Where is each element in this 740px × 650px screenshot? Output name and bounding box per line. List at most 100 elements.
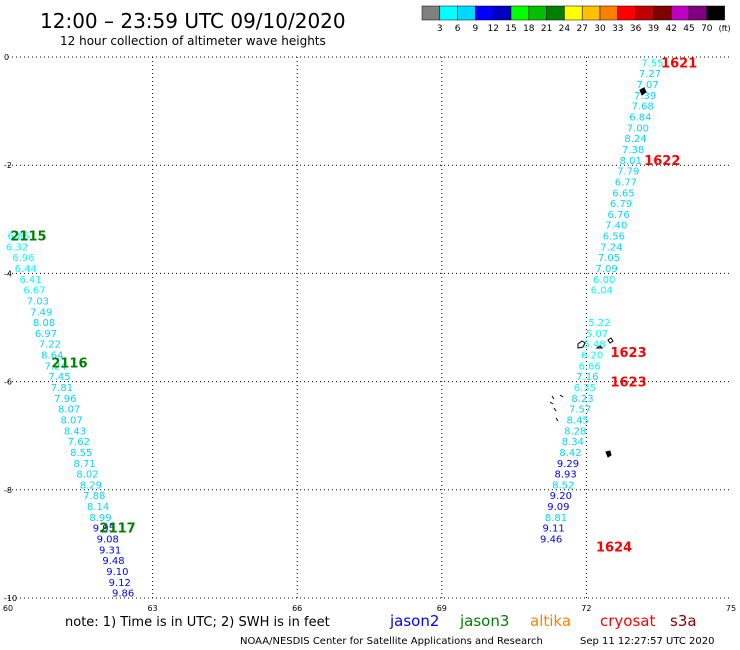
wave-height-value: 9.12: [109, 578, 131, 589]
satellite-legend: jason2 jason3 altika cryosat s3a: [389, 612, 697, 630]
wave-height-value: 7.03: [27, 296, 49, 307]
y-tick-label: 0: [4, 53, 9, 62]
wave-height-value: 6.04: [591, 286, 613, 297]
wave-height-value: 7.16: [576, 372, 598, 383]
scale-swatch: [564, 5, 583, 21]
wave-height-value: 8.08: [33, 318, 55, 329]
island-outline: [577, 340, 586, 349]
wave-height-value: 9.31: [99, 545, 121, 556]
wave-height-value: 8.01: [620, 156, 642, 167]
scale-label: 27: [576, 24, 587, 34]
time-label: 1623: [610, 346, 646, 361]
plot-grid: [8, 56, 731, 599]
wave-height-value: 8.34: [562, 437, 584, 448]
chart-subtitle: 12 hour collection of altimeter wave hei…: [60, 34, 326, 48]
wave-height-value: 8.29: [80, 480, 102, 491]
scale-label: 15: [505, 24, 516, 34]
time-label: 1624: [596, 541, 632, 556]
scale-label: 70: [701, 24, 713, 34]
wave-height-value: 8.02: [76, 470, 98, 481]
wave-height-value: 7.24: [45, 361, 67, 372]
scale-swatch: [528, 5, 547, 21]
island-outline: [607, 337, 614, 344]
wave-height-value: 5.07: [586, 329, 608, 340]
island-marks: [549, 87, 647, 458]
scale-unit: (ft): [719, 24, 731, 33]
y-tick-label: -10: [4, 594, 17, 603]
wave-height-value: 7.79: [617, 167, 639, 178]
island-outline: [639, 87, 647, 96]
scale-swatch: [599, 5, 619, 21]
scale-label: 12: [487, 24, 498, 34]
y-tick-label: -6: [4, 378, 12, 387]
wave-height-value: 7.96: [54, 394, 76, 405]
wave-height-value: 9.46: [540, 534, 562, 545]
wave-height-value: 6.84: [629, 113, 651, 124]
scale-swatch: [492, 5, 512, 21]
x-tick-label: 66: [292, 604, 302, 613]
wave-height-value: 5.22: [588, 318, 610, 329]
wave-height-value: 6.00: [593, 275, 615, 286]
wave-height-value: 8.52: [552, 480, 574, 491]
wave-height-value: 6.56: [603, 232, 625, 243]
wave-height-value: 7.81: [51, 383, 73, 394]
x-tick-label: 72: [581, 604, 591, 613]
wave-height-value: 6.20: [581, 351, 603, 362]
footer-timestamp: Sep 11 12:27:57 UTC 2020: [580, 636, 714, 647]
scale-label: 3: [437, 24, 443, 34]
wave-height-value: 8.23: [571, 394, 593, 405]
scale-swatch: [475, 5, 494, 21]
wave-height-value: 7.38: [622, 145, 644, 156]
wave-height-value: 7.88: [83, 491, 105, 502]
time-label: 1621: [661, 56, 697, 71]
island-outline: [549, 394, 564, 422]
scale-label: 36: [630, 24, 642, 34]
wave-height-value: 6.66: [579, 361, 601, 372]
x-tick-label: 63: [148, 604, 158, 613]
wave-height-value: 7.00: [627, 123, 649, 134]
wave-height-value: 8.55: [70, 448, 92, 459]
wave-height-value: 7.68: [632, 102, 654, 113]
wave-height-value: 6.79: [610, 199, 632, 210]
satellite-name: jason2: [389, 612, 439, 630]
scale-label: 39: [648, 24, 660, 34]
wave-height-value: 9.48: [102, 556, 124, 567]
scale-swatch: [421, 5, 441, 21]
x-tick-label: 60: [3, 604, 13, 613]
time-label: 2116: [51, 357, 87, 372]
scale-label: 21: [541, 24, 552, 34]
wave-height-value: 8.99: [89, 513, 111, 524]
wave-height-value: 6.67: [23, 286, 45, 297]
wave-height-value: 7.40: [605, 221, 627, 232]
wave-height-value: 7.62: [68, 437, 90, 448]
wave-height-value: 7.27: [639, 69, 661, 80]
wave-height-value: 9.11: [542, 524, 564, 535]
satellite-name: altika: [530, 612, 571, 630]
wave-height-value: 8.07: [58, 405, 80, 416]
x-tick-label: 75: [726, 604, 736, 613]
wave-height-value: 9.09: [547, 502, 569, 513]
wave-height-value: 9.10: [106, 567, 128, 578]
scale-label: 30: [594, 24, 606, 34]
scale-swatch: [439, 5, 458, 21]
scale-swatch: [581, 5, 601, 21]
island-outline: [605, 450, 612, 458]
wave-height-value: 6.97: [35, 329, 57, 340]
wave-height-value: 6.85: [7, 232, 29, 243]
wave-height-value: 8.24: [624, 134, 646, 145]
scale-swatch: [688, 5, 708, 21]
wave-height-value: 8.45: [567, 415, 589, 426]
satellite-tracks: 6.856.326.966.446.416.677.037.498.086.97…: [6, 56, 697, 599]
wave-height-value: 7.39: [634, 91, 656, 102]
wave-height-value: 7.07: [636, 80, 658, 91]
scale-label: 42: [665, 24, 676, 34]
wave-height-value: 9.08: [97, 534, 119, 545]
wave-height-value: 6.35: [574, 383, 596, 394]
time-label: 1623: [610, 376, 646, 391]
wave-height-value: 7.49: [30, 307, 52, 318]
scale-label: 6: [455, 24, 461, 34]
y-tick-label: -8: [4, 486, 12, 495]
scale-swatch: [617, 5, 636, 21]
footer-note: note: 1) Time is in UTC; 2) SWH is in fe…: [65, 615, 330, 630]
